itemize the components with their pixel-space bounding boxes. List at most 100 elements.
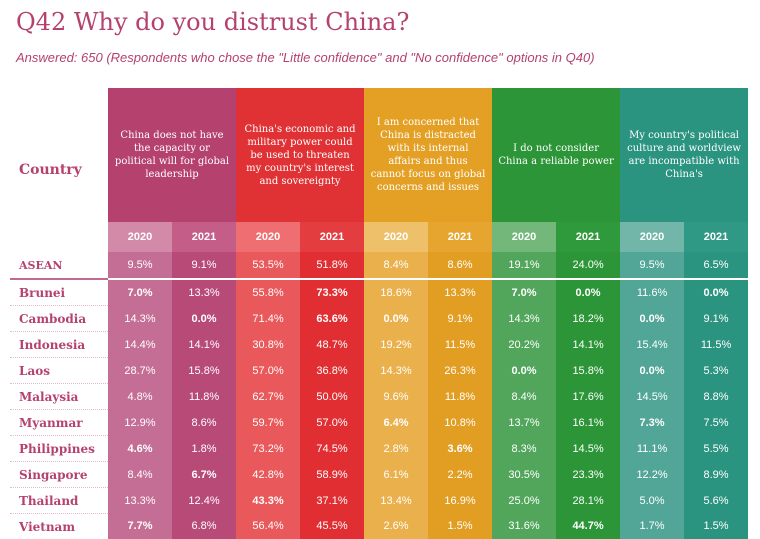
group-header-leadership: China does not have the capacity or poli… bbox=[108, 88, 236, 222]
table-cell: 18.2% bbox=[556, 306, 620, 332]
table-cell: 45.5% bbox=[300, 514, 364, 539]
table-cell: 2.6% bbox=[364, 514, 428, 539]
table-cell: 63.6% bbox=[300, 306, 364, 332]
table-cell: 0.0% bbox=[492, 358, 556, 384]
table-cell: 14.3% bbox=[364, 358, 428, 384]
table-cell: 9.1% bbox=[684, 306, 748, 332]
country-label: Thailand bbox=[10, 488, 108, 514]
table-cell: 14.3% bbox=[108, 306, 172, 332]
table-cell: 9.5% bbox=[108, 252, 172, 279]
table-cell: 15.4% bbox=[620, 332, 684, 358]
table-cell: 28.1% bbox=[556, 488, 620, 514]
table-cell: 55.8% bbox=[236, 279, 300, 306]
table-cell: 16.9% bbox=[428, 488, 492, 514]
table-cell: 51.8% bbox=[300, 252, 364, 279]
table-cell: 11.1% bbox=[620, 436, 684, 462]
group-header-distracted: I am concerned that China is distracted … bbox=[364, 88, 492, 222]
table-cell: 8.6% bbox=[428, 252, 492, 279]
table-cell: 36.8% bbox=[300, 358, 364, 384]
table-cell: 15.8% bbox=[172, 358, 236, 384]
table-cell: 12.2% bbox=[620, 462, 684, 488]
country-label: Vietnam bbox=[10, 514, 108, 539]
table-cell: 6.1% bbox=[364, 462, 428, 488]
country-label: Philippines bbox=[10, 436, 108, 462]
country-label: Cambodia bbox=[10, 306, 108, 332]
group-header-threat: China's economic and military power coul… bbox=[236, 88, 364, 222]
table-cell: 57.0% bbox=[236, 358, 300, 384]
table-cell: 6.8% bbox=[172, 514, 236, 539]
table-cell: 14.1% bbox=[556, 332, 620, 358]
page-title: Q42 Why do you distrust China? bbox=[16, 8, 409, 36]
group-header-unreliable: I do not consider China a reliable power bbox=[492, 88, 620, 222]
table-cell: 0.0% bbox=[556, 279, 620, 306]
year-header: 2021 bbox=[300, 222, 364, 252]
country-column-header: Country bbox=[10, 88, 108, 252]
table-cell: 10.8% bbox=[428, 410, 492, 436]
table-cell: 18.6% bbox=[364, 279, 428, 306]
table-cell: 7.3% bbox=[620, 410, 684, 436]
page-subtitle: Answered: 650 (Respondents who chose the… bbox=[16, 50, 595, 65]
table-cell: 56.4% bbox=[236, 514, 300, 539]
table-cell: 9.5% bbox=[620, 252, 684, 279]
table-cell: 57.0% bbox=[300, 410, 364, 436]
table-cell: 42.8% bbox=[236, 462, 300, 488]
year-header: 2021 bbox=[556, 222, 620, 252]
table-cell: 0.0% bbox=[620, 358, 684, 384]
table-cell: 48.7% bbox=[300, 332, 364, 358]
table-cell: 4.6% bbox=[108, 436, 172, 462]
table-cell: 62.7% bbox=[236, 384, 300, 410]
country-label: Laos bbox=[10, 358, 108, 384]
table-cell: 14.5% bbox=[620, 384, 684, 410]
table-cell: 12.4% bbox=[172, 488, 236, 514]
year-header: 2020 bbox=[364, 222, 428, 252]
table-cell: 8.3% bbox=[492, 436, 556, 462]
table-cell: 28.7% bbox=[108, 358, 172, 384]
table-cell: 31.6% bbox=[492, 514, 556, 539]
table-cell: 23.3% bbox=[556, 462, 620, 488]
table-cell: 0.0% bbox=[684, 279, 748, 306]
table-cell: 43.3% bbox=[236, 488, 300, 514]
table-cell: 26.3% bbox=[428, 358, 492, 384]
year-header: 2020 bbox=[492, 222, 556, 252]
country-label: ASEAN bbox=[10, 252, 108, 279]
table-cell: 24.0% bbox=[556, 252, 620, 279]
table-cell: 8.4% bbox=[492, 384, 556, 410]
table-cell: 11.8% bbox=[428, 384, 492, 410]
table-cell: 58.9% bbox=[300, 462, 364, 488]
table-cell: 6.4% bbox=[364, 410, 428, 436]
table-cell: 11.5% bbox=[684, 332, 748, 358]
table-cell: 20.2% bbox=[492, 332, 556, 358]
table-cell: 3.6% bbox=[428, 436, 492, 462]
table-cell: 14.5% bbox=[556, 436, 620, 462]
table-cell: 1.7% bbox=[620, 514, 684, 539]
table-cell: 11.8% bbox=[172, 384, 236, 410]
table-cell: 11.6% bbox=[620, 279, 684, 306]
table-cell: 14.3% bbox=[492, 306, 556, 332]
table-cell: 50.0% bbox=[300, 384, 364, 410]
table-cell: 73.3% bbox=[300, 279, 364, 306]
table-cell: 7.5% bbox=[684, 410, 748, 436]
table-cell: 0.0% bbox=[172, 306, 236, 332]
table-cell: 17.6% bbox=[556, 384, 620, 410]
table-cell: 0.0% bbox=[620, 306, 684, 332]
table-cell: 13.3% bbox=[172, 279, 236, 306]
table-cell: 71.4% bbox=[236, 306, 300, 332]
table-cell: 19.2% bbox=[364, 332, 428, 358]
table-cell: 73.2% bbox=[236, 436, 300, 462]
table-cell: 25.0% bbox=[492, 488, 556, 514]
table-cell: 59.7% bbox=[236, 410, 300, 436]
country-label: Brunei bbox=[10, 279, 108, 306]
country-label: Malaysia bbox=[10, 384, 108, 410]
table-cell: 7.0% bbox=[492, 279, 556, 306]
table-cell: 13.3% bbox=[428, 279, 492, 306]
table-cell: 6.5% bbox=[684, 252, 748, 279]
